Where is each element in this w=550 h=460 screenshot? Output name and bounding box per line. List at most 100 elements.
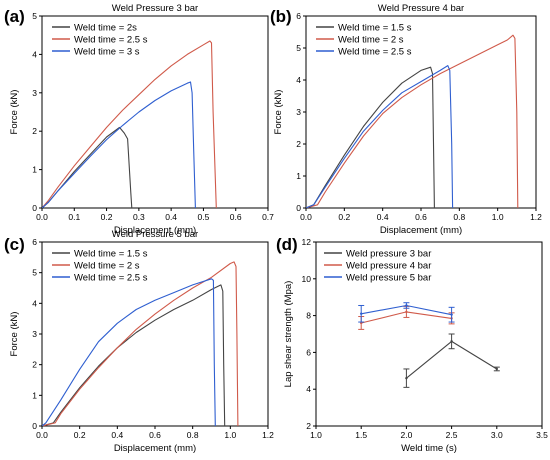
legend-label-1: Weld time = 1.5 s: [338, 23, 412, 34]
panel-label: (d): [276, 235, 298, 254]
series-line-3: [306, 65, 454, 208]
x-tick-label: 0.5: [198, 212, 210, 222]
plot-area: [358, 302, 500, 388]
x-tick-label: 2.5: [446, 430, 458, 440]
x-tick-label: 0.8: [187, 430, 199, 440]
y-tick-label: 5: [32, 268, 37, 278]
y-tick-label: 0: [32, 203, 37, 213]
y-tick-label: 6: [32, 237, 37, 247]
y-tick-label: 6: [296, 11, 301, 21]
x-tick-label: 0.2: [338, 212, 350, 222]
y-tick-label: 1: [32, 390, 37, 400]
y-tick-label: 5: [32, 11, 37, 21]
chart-title: Weld Pressure 5 bar: [112, 229, 198, 240]
y-tick-label: 4: [296, 75, 301, 85]
legend-label-3: Weld pressure 5 bar: [346, 273, 431, 284]
legend-label-3: Weld time = 3 s: [74, 47, 140, 58]
x-tick-label: 0.4: [377, 212, 389, 222]
x-tick-label: 0.1: [68, 212, 80, 222]
y-tick-label: 3: [32, 88, 37, 98]
x-axis-title: Displacement (mm): [114, 443, 196, 454]
x-tick-label: 1.0: [224, 430, 236, 440]
panel-label: (b): [270, 7, 292, 26]
chart-panel-1: (a) Weld Pressure 3 bar 0.0 0.1 0.2 0.3 0.4 0.5…: [4, 3, 274, 236]
y-tick-label: 4: [306, 384, 311, 394]
x-tick-label: 0.8: [453, 212, 465, 222]
legend-label-1: Weld pressure 3 bar: [346, 249, 431, 260]
legend-label-3: Weld time = 2.5 s: [74, 273, 148, 284]
x-tick-label: 0.0: [36, 212, 48, 222]
legend-label-1: Weld time = 2s: [74, 23, 137, 34]
series-line-1: [42, 284, 226, 426]
y-tick-label: 4: [32, 298, 37, 308]
x-tick-label: 0.4: [165, 212, 177, 222]
legend-label-2: Weld time = 2 s: [74, 261, 140, 272]
plot-frame: [315, 241, 543, 427]
data-point: [405, 376, 408, 380]
series-line-3: [42, 278, 216, 426]
data-point: [495, 367, 498, 371]
data-point: [405, 310, 408, 314]
y-axis-title: Force (kN): [9, 90, 20, 135]
x-tick-label: 3.5: [536, 430, 548, 440]
panel-label: (c): [4, 235, 25, 254]
y-axis-title: Force (kN): [9, 312, 20, 357]
x-tick-label: 1.5: [355, 430, 367, 440]
x-tick-label: 0.0: [300, 212, 312, 222]
plot-area: [306, 34, 519, 208]
chart-title: Weld Pressure 4 bar: [378, 3, 464, 14]
y-tick-label: 4: [32, 49, 37, 59]
x-tick-label: 0.7: [262, 212, 274, 222]
plot-frame: [41, 15, 269, 209]
x-tick-label: 3.0: [491, 430, 503, 440]
y-tick-label: 12: [302, 237, 312, 247]
y-tick-label: 2: [32, 126, 37, 136]
series-line-2: [42, 40, 217, 208]
panel-label: (a): [4, 7, 25, 26]
legend-label-1: Weld time = 1.5 s: [74, 249, 148, 260]
legend-label-3: Weld time = 2.5 s: [338, 47, 412, 58]
x-tick-label: 1.0: [492, 212, 504, 222]
series-line-2: [306, 34, 519, 208]
series-line-1: [42, 126, 133, 208]
plot-area: [42, 261, 239, 426]
series-line-1: [306, 66, 435, 208]
y-tick-label: 3: [32, 329, 37, 339]
plot-area: [42, 40, 217, 208]
chart-title: Weld Pressure 3 bar: [112, 3, 198, 14]
x-axis-title: Displacement (mm): [380, 225, 462, 236]
y-tick-label: 3: [296, 107, 301, 117]
x-tick-label: 0.6: [230, 212, 242, 222]
y-axis-title: Lap shear strength (Mpa): [283, 281, 294, 388]
x-tick-label: 0.2: [101, 212, 113, 222]
data-point: [360, 312, 363, 315]
chart-panel-3: (c) Weld Pressure 5 bar 0.0 0.2 0.4 0.6 0.8 1.0…: [4, 229, 274, 454]
y-tick-label: 6: [306, 347, 311, 357]
series-line-2: [42, 261, 239, 426]
y-tick-label: 2: [306, 421, 311, 431]
x-tick-label: 1.2: [262, 430, 274, 440]
y-tick-label: 1: [32, 165, 37, 175]
y-tick-label: 2: [296, 139, 301, 149]
chart-panel-4: (d) 1.0 1.5 2.0 2.5 3.0 3.5 2 4 6 8 10 12 Weld time (…: [276, 235, 548, 454]
x-tick-label: 0.2: [74, 430, 86, 440]
x-tick-label: 0.0: [36, 430, 48, 440]
legend-label-2: Weld pressure 4 bar: [346, 261, 431, 272]
x-tick-label: 0.3: [133, 212, 145, 222]
x-tick-label: 0.6: [149, 430, 161, 440]
y-tick-label: 0: [296, 203, 301, 213]
chart-panel-2: (b) Weld Pressure 4 bar 0.0 0.2 0.4 0.6 0.8 1.0…: [270, 3, 542, 236]
y-tick-label: 10: [302, 274, 312, 284]
x-axis-title: Weld time (s): [401, 443, 457, 454]
data-point: [405, 304, 408, 307]
x-tick-label: 0.6: [415, 212, 427, 222]
data-point: [450, 313, 453, 316]
x-tick-label: 1.2: [530, 212, 542, 222]
y-tick-label: 0: [32, 421, 37, 431]
y-axis-title: Force (kN): [273, 90, 284, 135]
